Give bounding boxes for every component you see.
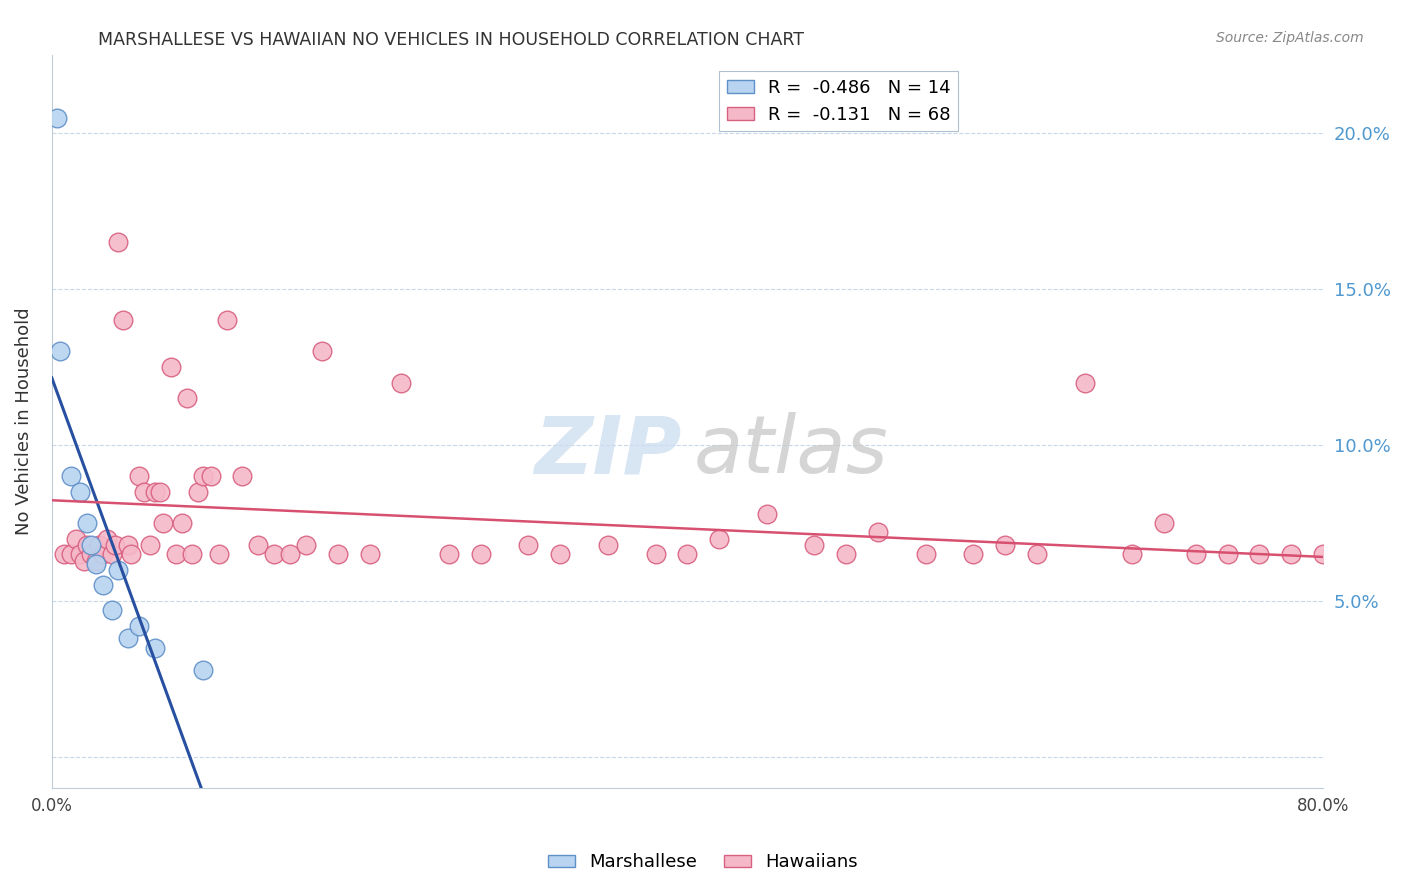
Point [263, 547, 285, 561]
Point [1216, 547, 1239, 561]
Point [76, 538, 98, 552]
Point [152, 516, 174, 530]
Point [89, 538, 111, 552]
Point [1073, 376, 1095, 390]
Point [96, 532, 118, 546]
Point [994, 538, 1017, 552]
Point [803, 538, 825, 552]
Point [295, 538, 318, 552]
Point [107, 235, 129, 250]
Point [389, 376, 412, 390]
Point [835, 547, 858, 561]
Point [143, 484, 166, 499]
Point [231, 469, 253, 483]
Point [45, 111, 67, 125]
Point [866, 525, 889, 540]
Y-axis label: No Vehicles in Household: No Vehicles in Household [15, 308, 32, 535]
Point [191, 469, 214, 483]
Point [104, 538, 127, 552]
Point [1312, 547, 1334, 561]
Point [59, 547, 82, 561]
Point [143, 640, 166, 655]
Point [65, 532, 87, 546]
Point [165, 547, 187, 561]
Point [676, 547, 699, 561]
Point [91, 578, 114, 592]
Point [91, 547, 114, 561]
Point [200, 469, 222, 483]
Point [76, 516, 98, 530]
Point [1279, 547, 1302, 561]
Point [128, 619, 150, 633]
Point [112, 313, 135, 327]
Point [191, 663, 214, 677]
Point [149, 484, 172, 499]
Point [437, 547, 460, 561]
Legend: Marshallese, Hawaiians: Marshallese, Hawaiians [540, 847, 866, 879]
Point [160, 360, 183, 375]
Point [101, 603, 124, 617]
Point [914, 547, 936, 561]
Point [596, 538, 619, 552]
Point [207, 547, 229, 561]
Point [311, 344, 333, 359]
Point [470, 547, 492, 561]
Point [962, 547, 984, 561]
Text: Source: ZipAtlas.com: Source: ZipAtlas.com [1216, 31, 1364, 45]
Point [59, 469, 82, 483]
Point [755, 507, 778, 521]
Point [117, 632, 139, 646]
Point [72, 553, 94, 567]
Point [326, 547, 349, 561]
Point [84, 553, 107, 567]
Text: MARSHALLESE VS HAWAIIAN NO VEHICLES IN HOUSEHOLD CORRELATION CHART: MARSHALLESE VS HAWAIIAN NO VEHICLES IN H… [98, 31, 804, 49]
Point [278, 547, 301, 561]
Point [132, 484, 155, 499]
Point [644, 547, 666, 561]
Point [1184, 547, 1206, 561]
Point [80, 538, 103, 552]
Point [84, 557, 107, 571]
Legend: R =  -0.486   N = 14, R =  -0.131   N = 68: R = -0.486 N = 14, R = -0.131 N = 68 [720, 71, 957, 131]
Point [69, 547, 91, 561]
Point [69, 484, 91, 499]
Point [170, 516, 193, 530]
Point [128, 469, 150, 483]
Point [120, 547, 142, 561]
Point [215, 313, 238, 327]
Point [117, 538, 139, 552]
Point [139, 538, 162, 552]
Text: atlas: atlas [693, 412, 889, 490]
Point [53, 547, 76, 561]
Point [180, 547, 202, 561]
Point [187, 484, 209, 499]
Point [101, 547, 124, 561]
Point [1391, 594, 1406, 608]
Point [1249, 547, 1271, 561]
Point [176, 392, 198, 406]
Point [548, 547, 571, 561]
Point [107, 563, 129, 577]
Point [1025, 547, 1047, 561]
Text: ZIP: ZIP [534, 412, 681, 490]
Point [48, 344, 70, 359]
Point [707, 532, 730, 546]
Point [359, 547, 381, 561]
Point [1121, 547, 1143, 561]
Point [80, 547, 103, 561]
Point [1153, 516, 1175, 530]
Point [1343, 609, 1365, 624]
Point [247, 538, 270, 552]
Point [517, 538, 540, 552]
